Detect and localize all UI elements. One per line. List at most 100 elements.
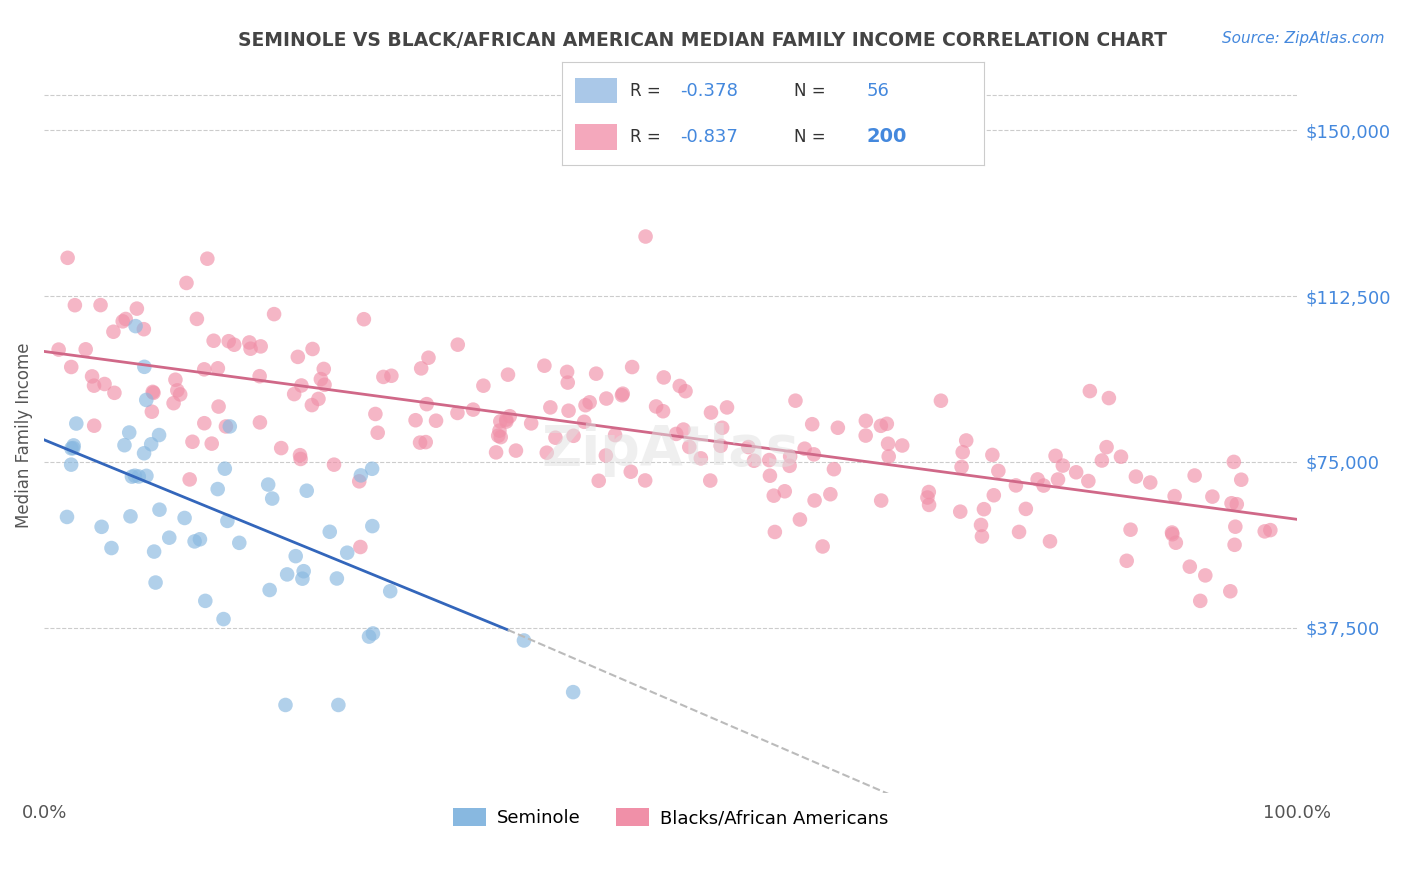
Point [249, 369, 271, 384]
Point [700, 406, 723, 420]
Point [217, 514, 239, 528]
Point [215, 419, 238, 434]
Point [367, 425, 389, 440]
Point [1254, 524, 1277, 539]
Point [793, 442, 815, 456]
Point [132, 446, 155, 460]
Point [425, 414, 447, 428]
Point [194, 594, 217, 608]
Point [118, 425, 141, 440]
Point [114, 312, 136, 326]
Point [557, 403, 579, 417]
Point [270, 441, 292, 455]
Point [207, 400, 229, 414]
Point [983, 488, 1005, 502]
Point [763, 524, 786, 539]
Point [63, 298, 86, 312]
Point [785, 393, 807, 408]
Point [1139, 475, 1161, 490]
Point [672, 423, 695, 437]
Point [212, 612, 235, 626]
Point [1095, 440, 1118, 454]
Point [1039, 534, 1062, 549]
Point [499, 409, 522, 424]
Point [288, 448, 311, 462]
Point [742, 454, 765, 468]
Y-axis label: Median Family Income: Median Family Income [15, 343, 32, 528]
Point [1032, 478, 1054, 492]
Point [284, 549, 307, 563]
Point [60, 442, 83, 456]
Point [80, 369, 103, 384]
Point [827, 421, 849, 435]
Point [1178, 559, 1201, 574]
Point [610, 388, 633, 402]
Point [588, 474, 610, 488]
Point [124, 468, 146, 483]
Point [111, 314, 134, 328]
Point [1119, 523, 1142, 537]
Point [405, 413, 427, 427]
Point [612, 386, 634, 401]
Point [224, 337, 246, 351]
Point [207, 361, 229, 376]
Point [918, 485, 941, 500]
Point [1230, 473, 1253, 487]
Point [380, 584, 402, 599]
Point [665, 426, 688, 441]
Point [1015, 502, 1038, 516]
Point [1223, 455, 1246, 469]
Point [166, 384, 188, 398]
Point [142, 384, 165, 399]
Point [1161, 525, 1184, 540]
Point [103, 325, 125, 339]
Point [634, 229, 657, 244]
Point [603, 428, 626, 442]
Point [309, 372, 332, 386]
Point [186, 312, 208, 326]
Point [218, 419, 240, 434]
Point [1219, 584, 1241, 599]
Point [415, 435, 437, 450]
Point [1125, 469, 1147, 483]
Point [207, 482, 229, 496]
Point [62, 438, 84, 452]
Point [544, 431, 567, 445]
Point [758, 453, 780, 467]
Point [803, 447, 825, 461]
Point [135, 392, 157, 407]
Point [141, 437, 163, 451]
Point [409, 435, 432, 450]
Point [634, 474, 657, 488]
Point [1194, 568, 1216, 582]
Point [83, 418, 105, 433]
Point [103, 385, 125, 400]
Point [876, 417, 898, 431]
Point [62, 441, 84, 455]
Point [179, 472, 201, 486]
Point [1091, 453, 1114, 467]
Point [488, 424, 510, 438]
Point [262, 491, 284, 506]
Point [855, 428, 877, 442]
Point [1064, 465, 1087, 479]
Point [1077, 474, 1099, 488]
Point [165, 373, 187, 387]
Point [292, 564, 315, 578]
Point [1026, 472, 1049, 486]
Point [350, 468, 373, 483]
Point [759, 468, 782, 483]
Point [496, 368, 519, 382]
Point [737, 440, 759, 454]
Point [1189, 594, 1212, 608]
Point [142, 385, 165, 400]
Point [711, 421, 734, 435]
Point [90, 298, 112, 312]
Point [572, 415, 595, 429]
Point [411, 361, 433, 376]
Point [585, 367, 607, 381]
Point [820, 487, 842, 501]
Point [578, 395, 600, 409]
Point [463, 402, 485, 417]
Point [238, 335, 260, 350]
